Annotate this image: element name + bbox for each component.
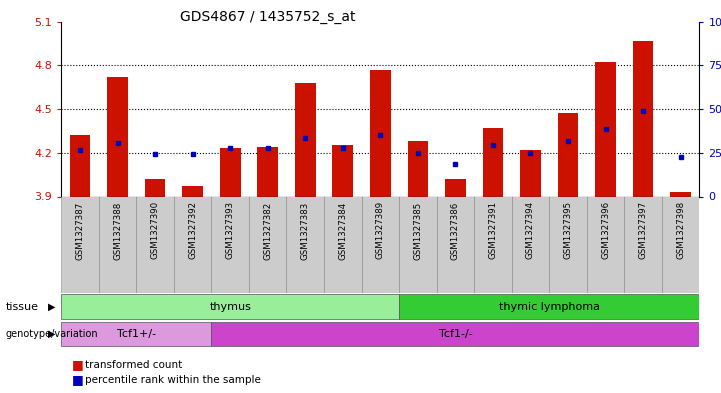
Bar — [557, 114, 578, 196]
Text: GSM1327389: GSM1327389 — [376, 201, 385, 259]
Bar — [671, 192, 691, 196]
Bar — [249, 196, 286, 293]
Bar — [61, 321, 211, 347]
Bar — [211, 196, 249, 293]
Bar — [482, 128, 503, 196]
Text: GSM1327392: GSM1327392 — [188, 201, 197, 259]
Bar — [136, 196, 174, 293]
Text: tissue: tissue — [6, 301, 39, 312]
Bar — [370, 70, 391, 196]
Bar — [662, 196, 699, 293]
Bar — [399, 294, 699, 319]
Text: thymus: thymus — [209, 301, 251, 312]
Text: GSM1327393: GSM1327393 — [226, 201, 235, 259]
Text: Tcf1+/-: Tcf1+/- — [117, 329, 156, 339]
Text: ■: ■ — [72, 358, 84, 371]
Bar — [174, 196, 211, 293]
Bar — [70, 135, 90, 196]
Bar — [332, 145, 353, 196]
Text: genotype/variation: genotype/variation — [6, 329, 98, 339]
Bar — [211, 321, 699, 347]
Bar — [445, 179, 466, 196]
Bar — [324, 196, 361, 293]
Text: GSM1327385: GSM1327385 — [413, 201, 423, 259]
Bar — [361, 196, 399, 293]
Bar — [587, 196, 624, 293]
Bar — [437, 196, 474, 293]
Bar — [520, 150, 541, 196]
Text: GSM1327384: GSM1327384 — [338, 201, 348, 259]
Bar — [295, 83, 316, 196]
Bar — [99, 196, 136, 293]
Bar — [182, 186, 203, 196]
Bar — [61, 196, 99, 293]
Text: GSM1327396: GSM1327396 — [601, 201, 610, 259]
Bar — [596, 62, 616, 196]
Bar — [549, 196, 587, 293]
Text: GSM1327394: GSM1327394 — [526, 201, 535, 259]
Text: GSM1327398: GSM1327398 — [676, 201, 685, 259]
Text: percentile rank within the sample: percentile rank within the sample — [85, 375, 261, 385]
Bar — [107, 77, 128, 196]
Text: GSM1327386: GSM1327386 — [451, 201, 460, 259]
Text: GSM1327387: GSM1327387 — [76, 201, 84, 259]
Bar — [145, 179, 165, 196]
Text: GSM1327383: GSM1327383 — [301, 201, 310, 259]
Text: ▶: ▶ — [48, 329, 55, 339]
Text: GSM1327388: GSM1327388 — [113, 201, 122, 259]
Text: GDS4867 / 1435752_s_at: GDS4867 / 1435752_s_at — [180, 10, 355, 24]
Text: Tcf1-/-: Tcf1-/- — [438, 329, 472, 339]
Text: ■: ■ — [72, 373, 84, 387]
Bar — [399, 196, 437, 293]
Text: GSM1327390: GSM1327390 — [151, 201, 159, 259]
Text: thymic lymphoma: thymic lymphoma — [499, 301, 600, 312]
Bar — [624, 196, 662, 293]
Bar — [407, 141, 428, 196]
Text: transformed count: transformed count — [85, 360, 182, 370]
Text: ▶: ▶ — [48, 301, 55, 312]
Bar — [257, 147, 278, 196]
Text: GSM1327395: GSM1327395 — [564, 201, 572, 259]
Bar — [512, 196, 549, 293]
Bar — [220, 149, 241, 196]
Bar — [61, 294, 399, 319]
Bar — [474, 196, 512, 293]
Text: GSM1327391: GSM1327391 — [488, 201, 497, 259]
Bar — [633, 40, 653, 196]
Bar — [286, 196, 324, 293]
Text: GSM1327397: GSM1327397 — [639, 201, 647, 259]
Text: GSM1327382: GSM1327382 — [263, 201, 273, 259]
